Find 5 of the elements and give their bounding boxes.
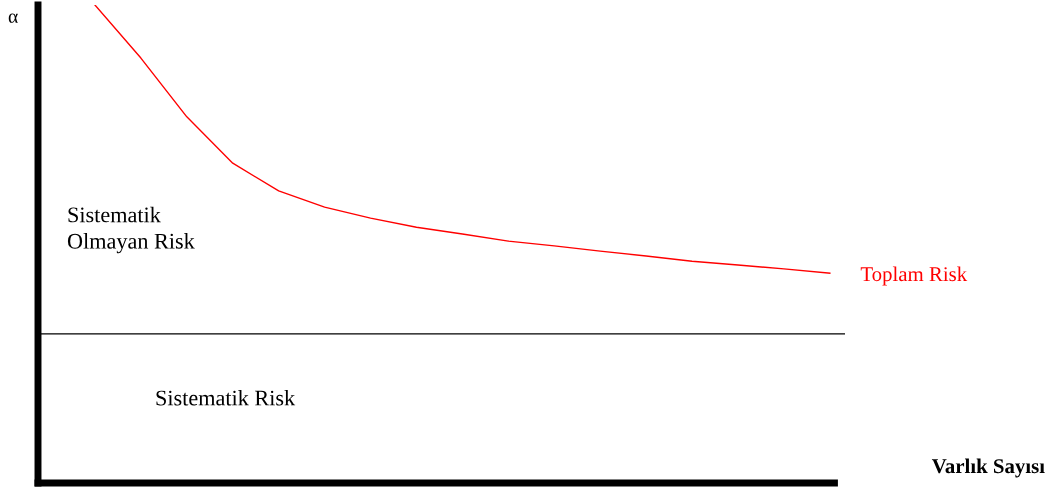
x-axis-title: Varlık Sayısı bbox=[931, 458, 1045, 478]
annotation: Sistematik Risk bbox=[156, 389, 296, 406]
y-axis-title: α bbox=[8, 13, 18, 23]
series-label: Toplam Risk bbox=[860, 266, 968, 286]
annotation: Sistematik Olmayan Risk bbox=[67, 206, 195, 254]
